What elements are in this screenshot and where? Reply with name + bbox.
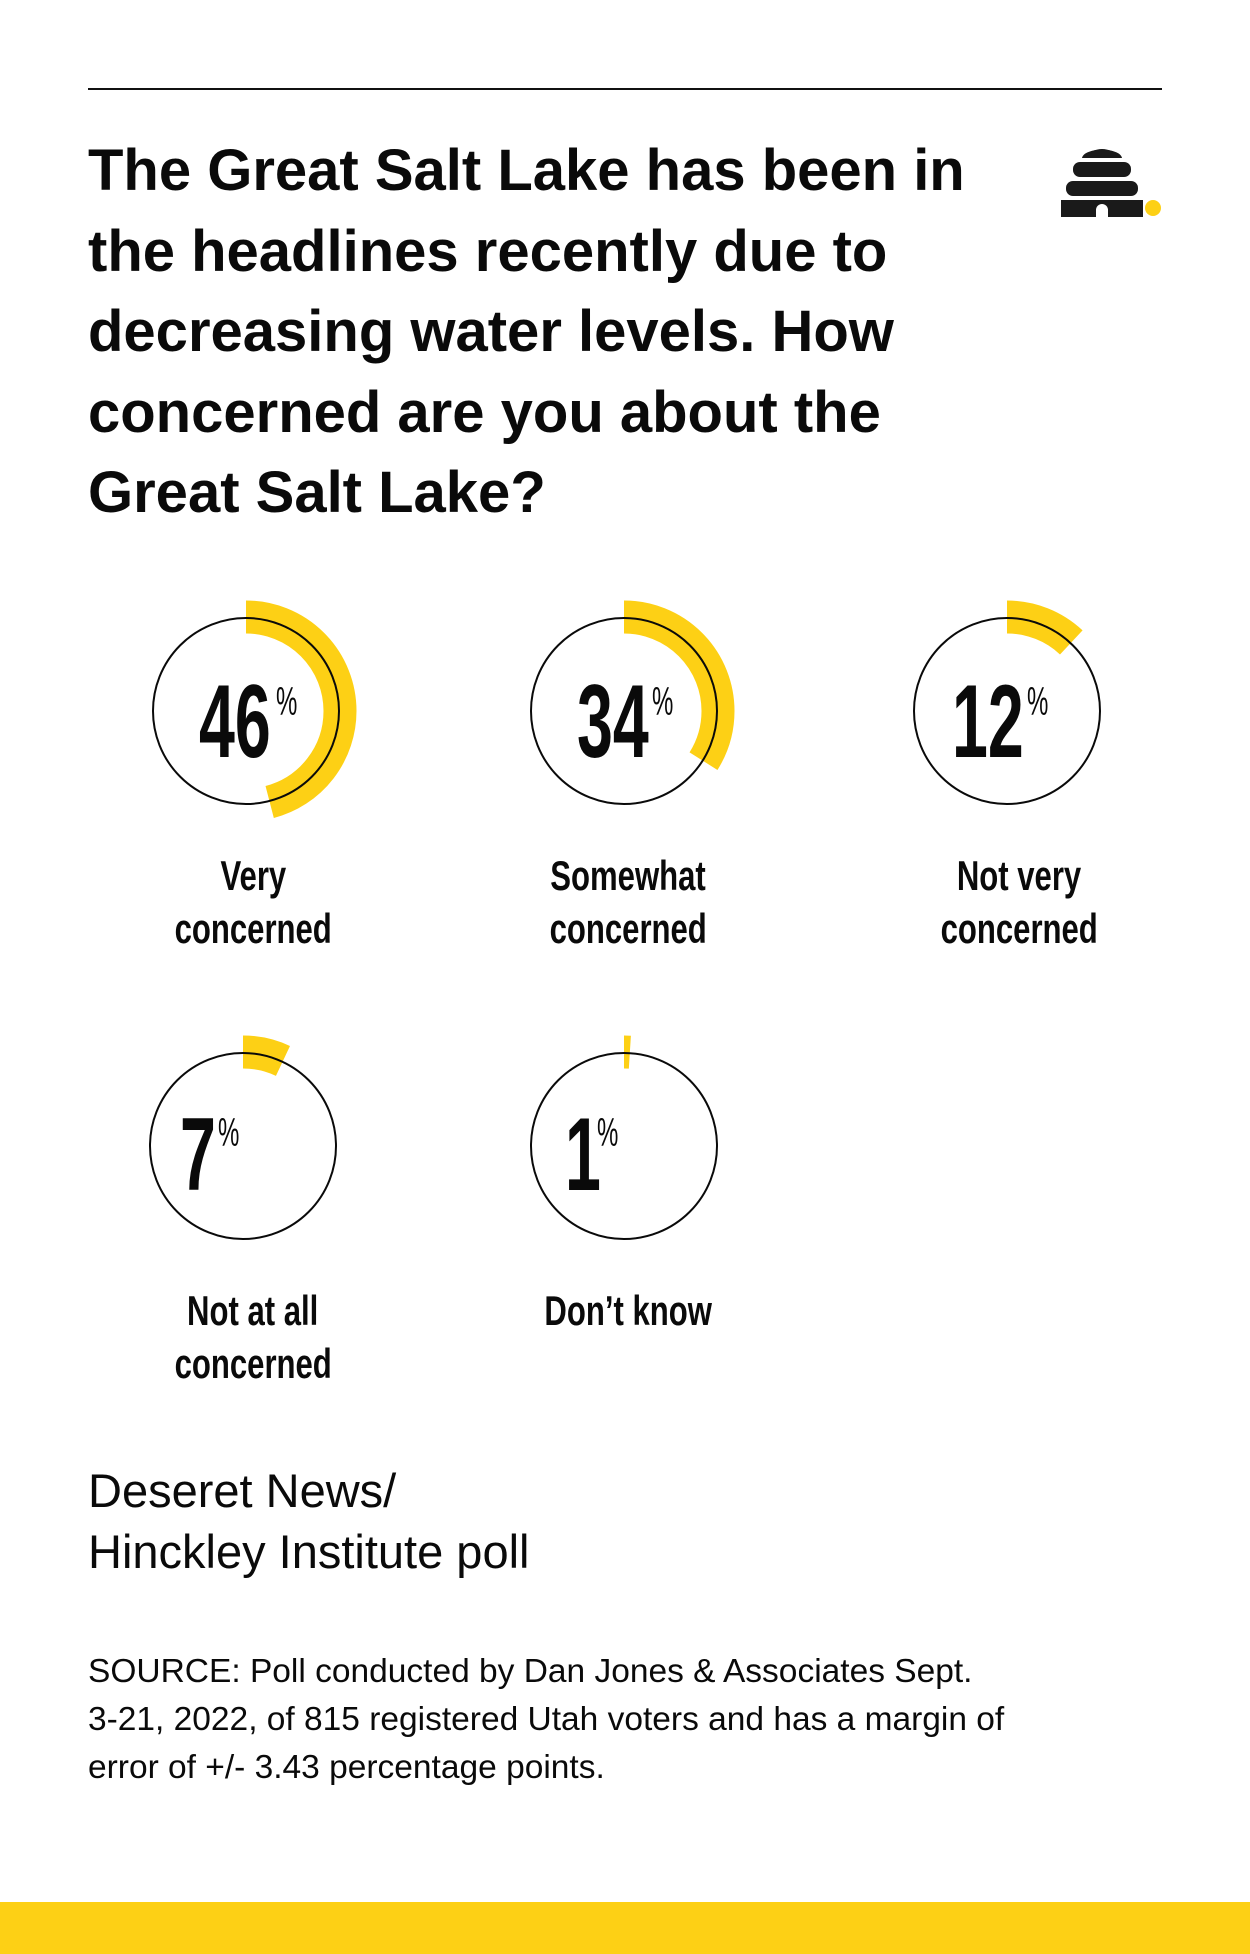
headline-line: The Great Salt Lake has been in	[88, 138, 965, 203]
label-very-concerned: Very concerned	[174, 852, 332, 952]
footer-accent-bar	[0, 1902, 1250, 1954]
percent-value: 7	[180, 1097, 216, 1213]
percent-value: 12	[952, 664, 1024, 780]
progress-ring	[513, 1035, 735, 1257]
ring-not-at-all-concerned: 7 %	[118, 1021, 368, 1271]
percent-sign: %	[597, 1111, 619, 1155]
percent-sign: %	[1027, 680, 1049, 724]
progress-ring	[513, 600, 735, 822]
progress-ring	[132, 1035, 354, 1257]
percent-sign: %	[652, 680, 674, 724]
headline: The Great Salt Lake has been in the head…	[88, 131, 988, 534]
label-not-at-all-concerned: Not at all concerned	[174, 1287, 332, 1387]
headline-line: concerned are you about the	[88, 379, 881, 445]
percent-value: 34	[577, 664, 649, 780]
beehive-icon	[1061, 149, 1161, 217]
percent-sign: %	[218, 1111, 240, 1155]
ring-dont-know: 1 %	[499, 1021, 749, 1271]
progress-ring	[135, 600, 357, 822]
percent-sign: %	[276, 680, 298, 724]
headline-line: Great Salt Lake?	[88, 460, 546, 525]
beehive-logo	[1058, 142, 1168, 224]
source-note: SOURCE: Poll conducted by Dan Jones & As…	[88, 1653, 1005, 1786]
top-rule	[88, 88, 1162, 90]
label-somewhat-concerned: Somewhat concerned	[549, 852, 707, 952]
ring-very-concerned: 46 %	[121, 586, 371, 836]
headline-line: the headlines recently due to	[88, 218, 888, 284]
headline-line: decreasing water levels. How	[88, 299, 894, 364]
label-not-very-concerned: Not very concerned	[940, 852, 1098, 952]
progress-ring	[896, 600, 1118, 822]
poll-name: Deseret News/ Hinckley Institute poll	[88, 1464, 530, 1578]
percent-value: 1	[565, 1097, 601, 1213]
ring-somewhat-concerned: 34 %	[499, 586, 749, 836]
label-dont-know: Don’t know	[544, 1287, 712, 1334]
ring-not-very-concerned: 12 %	[882, 586, 1132, 836]
percent-value: 46	[199, 664, 271, 780]
